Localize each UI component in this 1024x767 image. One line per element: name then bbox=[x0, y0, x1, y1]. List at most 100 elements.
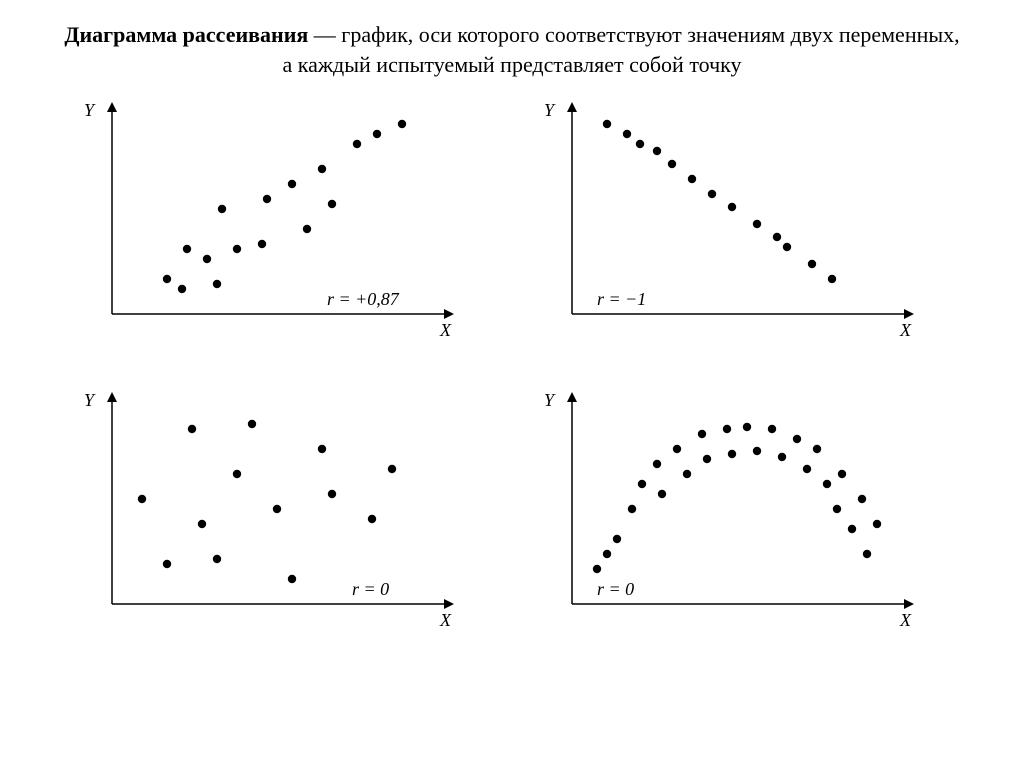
data-point bbox=[328, 200, 336, 208]
y-axis-arrow-icon bbox=[567, 102, 577, 112]
data-point bbox=[178, 285, 186, 293]
data-point bbox=[163, 275, 171, 283]
data-point bbox=[753, 220, 761, 228]
data-point bbox=[703, 455, 711, 463]
data-point bbox=[233, 470, 241, 478]
data-point bbox=[388, 465, 396, 473]
data-point bbox=[848, 525, 856, 533]
title-bold: Диаграмма рассеивания bbox=[64, 22, 308, 47]
data-point bbox=[163, 560, 171, 568]
data-point bbox=[653, 460, 661, 468]
scatter-svg bbox=[72, 89, 472, 349]
data-point bbox=[808, 260, 816, 268]
data-point bbox=[613, 535, 621, 543]
title-rest: — график, оси которого соответствуют зна… bbox=[282, 22, 959, 77]
data-point bbox=[823, 480, 831, 488]
scatter-plot-bottom-right: Y Xr = 0 bbox=[532, 379, 932, 639]
y-axis-arrow-icon bbox=[107, 102, 117, 112]
page-title: Диаграмма рассеивания — график, оси кото… bbox=[62, 20, 962, 79]
scatter-svg bbox=[532, 379, 932, 639]
data-point bbox=[603, 550, 611, 558]
data-point bbox=[778, 453, 786, 461]
y-axis-label: Y bbox=[84, 100, 94, 121]
y-axis-arrow-icon bbox=[567, 392, 577, 402]
x-axis-arrow-icon bbox=[904, 309, 914, 319]
scatter-plot-top-left: Y Xr = +0,87 bbox=[72, 89, 472, 349]
data-point bbox=[263, 195, 271, 203]
data-point bbox=[828, 275, 836, 283]
data-point bbox=[138, 495, 146, 503]
data-point bbox=[803, 465, 811, 473]
data-point bbox=[708, 190, 716, 198]
data-point bbox=[698, 430, 706, 438]
data-point bbox=[673, 445, 681, 453]
data-point bbox=[753, 447, 761, 455]
data-point bbox=[188, 425, 196, 433]
x-axis-arrow-icon bbox=[444, 309, 454, 319]
data-point bbox=[833, 505, 841, 513]
data-point bbox=[373, 130, 381, 138]
y-axis-label: Y bbox=[544, 100, 554, 121]
data-point bbox=[628, 505, 636, 513]
data-point bbox=[198, 520, 206, 528]
data-point bbox=[328, 490, 336, 498]
scatter-plot-top-right: Y Xr = −1 bbox=[532, 89, 932, 349]
data-point bbox=[203, 255, 211, 263]
data-point bbox=[318, 445, 326, 453]
data-point bbox=[288, 180, 296, 188]
data-point bbox=[213, 280, 221, 288]
data-point bbox=[793, 435, 801, 443]
x-axis-label: X bbox=[900, 610, 911, 631]
correlation-label: r = 0 bbox=[597, 579, 634, 600]
x-axis-label: X bbox=[440, 610, 451, 631]
data-point bbox=[658, 490, 666, 498]
data-point bbox=[218, 205, 226, 213]
data-point bbox=[593, 565, 601, 573]
x-axis-label: X bbox=[900, 320, 911, 341]
data-point bbox=[728, 203, 736, 211]
plot-grid: Y Xr = +0,87 Y Xr = −1 Y Xr = 0 Y Xr = 0 bbox=[72, 89, 952, 639]
data-point bbox=[213, 555, 221, 563]
data-point bbox=[353, 140, 361, 148]
data-point bbox=[398, 120, 406, 128]
y-axis-arrow-icon bbox=[107, 392, 117, 402]
data-point bbox=[723, 425, 731, 433]
data-point bbox=[248, 420, 256, 428]
x-axis-label: X bbox=[440, 320, 451, 341]
data-point bbox=[728, 450, 736, 458]
data-point bbox=[258, 240, 266, 248]
data-point bbox=[743, 423, 751, 431]
x-axis-arrow-icon bbox=[444, 599, 454, 609]
y-axis-label: Y bbox=[84, 390, 94, 411]
data-point bbox=[183, 245, 191, 253]
data-point bbox=[623, 130, 631, 138]
data-point bbox=[653, 147, 661, 155]
data-point bbox=[873, 520, 881, 528]
data-point bbox=[863, 550, 871, 558]
correlation-label: r = −1 bbox=[597, 289, 646, 310]
data-point bbox=[288, 575, 296, 583]
data-point bbox=[233, 245, 241, 253]
data-point bbox=[858, 495, 866, 503]
data-point bbox=[303, 225, 311, 233]
data-point bbox=[683, 470, 691, 478]
data-point bbox=[368, 515, 376, 523]
data-point bbox=[668, 160, 676, 168]
data-point bbox=[768, 425, 776, 433]
data-point bbox=[838, 470, 846, 478]
scatter-svg bbox=[532, 89, 932, 349]
data-point bbox=[603, 120, 611, 128]
data-point bbox=[688, 175, 696, 183]
data-point bbox=[636, 140, 644, 148]
data-point bbox=[783, 243, 791, 251]
y-axis-label: Y bbox=[544, 390, 554, 411]
correlation-label: r = +0,87 bbox=[327, 289, 399, 310]
scatter-svg bbox=[72, 379, 472, 639]
data-point bbox=[773, 233, 781, 241]
correlation-label: r = 0 bbox=[352, 579, 389, 600]
x-axis-arrow-icon bbox=[904, 599, 914, 609]
data-point bbox=[638, 480, 646, 488]
data-point bbox=[318, 165, 326, 173]
scatter-plot-bottom-left: Y Xr = 0 bbox=[72, 379, 472, 639]
data-point bbox=[813, 445, 821, 453]
